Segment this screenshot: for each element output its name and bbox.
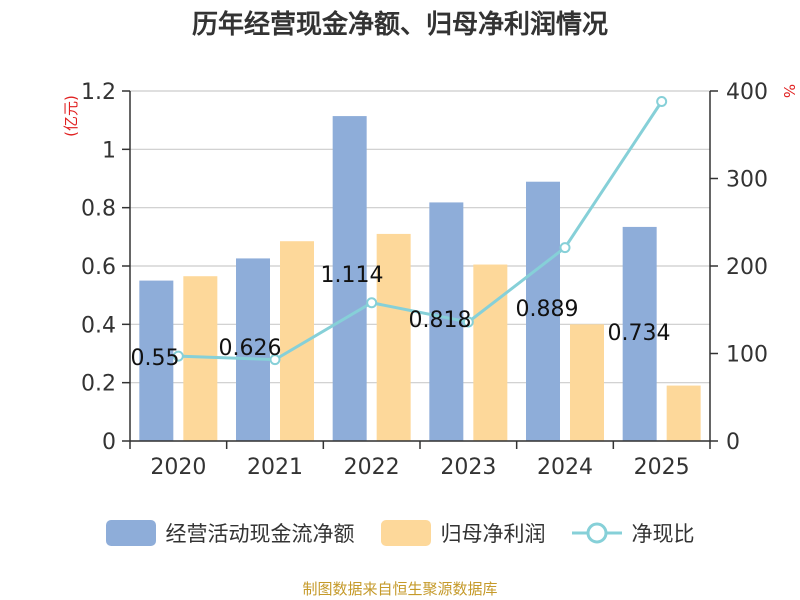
left-tick-label: 0 xyxy=(102,430,116,455)
data-label-cashflow: 0.734 xyxy=(608,321,671,346)
legend-swatch-profit xyxy=(380,520,431,546)
axis-layer: 0 0.2 0.4 0.6 0.8 1 1.2 0 100 200 300 400 2020 2021 20… xyxy=(62,80,798,480)
data-label-cashflow: 1.114 xyxy=(321,263,384,288)
bar-layer xyxy=(139,116,701,442)
legend-swatch-cashflow xyxy=(105,520,156,546)
right-tick-label: 0 xyxy=(726,430,740,455)
data-label-cashflow: 0.818 xyxy=(409,308,472,333)
left-tick-label: 0.4 xyxy=(81,313,116,338)
right-tick-label: 400 xyxy=(726,80,768,105)
x-tick-label: 2021 xyxy=(247,455,303,480)
data-label-cashflow: 0.626 xyxy=(219,336,282,361)
x-tick-label: 2024 xyxy=(537,455,593,480)
right-axis-unit: % xyxy=(780,84,798,98)
left-tick-label: 1 xyxy=(102,138,116,163)
source-note: 制图数据来自恒生聚源数据库 xyxy=(302,580,498,598)
x-tick-label: 2023 xyxy=(440,455,496,480)
bar-cashflow xyxy=(236,258,270,441)
bar-profit xyxy=(666,385,701,441)
bar-cashflow xyxy=(332,116,367,441)
ratio-point xyxy=(172,350,184,362)
bar-cashflow xyxy=(622,226,657,441)
bar-profit xyxy=(376,233,411,441)
right-tick-label: 100 xyxy=(726,343,768,368)
bar-cashflow xyxy=(139,280,174,441)
x-tick-label: 2022 xyxy=(344,455,400,480)
legend-label-ratio: 净现比 xyxy=(631,522,695,546)
bar-cashflow xyxy=(429,202,464,441)
line-layer xyxy=(172,96,668,366)
data-label-cashflow: 0.889 xyxy=(516,297,579,322)
ratio-point xyxy=(366,297,378,309)
x-tick-label: 2020 xyxy=(150,455,206,480)
bar-profit xyxy=(473,264,508,441)
bar-profit xyxy=(570,324,604,441)
legend-item-ratio[interactable]: 净现比 xyxy=(571,518,695,548)
x-tick-label: 2025 xyxy=(634,455,690,480)
bar-cashflow xyxy=(526,181,560,442)
data-label-cashflow: 0.55 xyxy=(131,346,180,371)
legend-item-cashflow[interactable]: 经营活动现金流净额 xyxy=(105,518,355,548)
ratio-point xyxy=(462,316,474,328)
left-tick-label: 0.6 xyxy=(81,255,116,280)
legend: 经营活动现金流净额 归母净利润 净现比 xyxy=(0,518,800,548)
right-tick-label: 200 xyxy=(726,255,768,280)
ratio-point xyxy=(559,242,571,254)
ratio-point xyxy=(656,96,668,107)
ratio-point xyxy=(269,354,281,366)
legend-item-profit[interactable]: 归母净利润 xyxy=(380,518,546,548)
left-tick-label: 0.8 xyxy=(81,197,116,222)
legend-label-profit: 归母净利润 xyxy=(440,522,546,546)
ratio-line xyxy=(178,100,663,362)
legend-line-marker-icon xyxy=(571,522,622,544)
left-tick-label: 1.2 xyxy=(81,80,116,105)
right-tick-label: 300 xyxy=(726,168,768,193)
left-tick-label: 0.2 xyxy=(81,372,116,397)
chart-title: 历年经营现金净额、归母净利润情况 xyxy=(191,10,608,40)
left-axis-unit: (亿元) xyxy=(62,95,80,137)
label-layer: 0.55 0.626 1.114 0.818 0.889 0.734 xyxy=(131,263,671,371)
legend-label-cashflow: 经营活动现金流净额 xyxy=(165,522,355,546)
